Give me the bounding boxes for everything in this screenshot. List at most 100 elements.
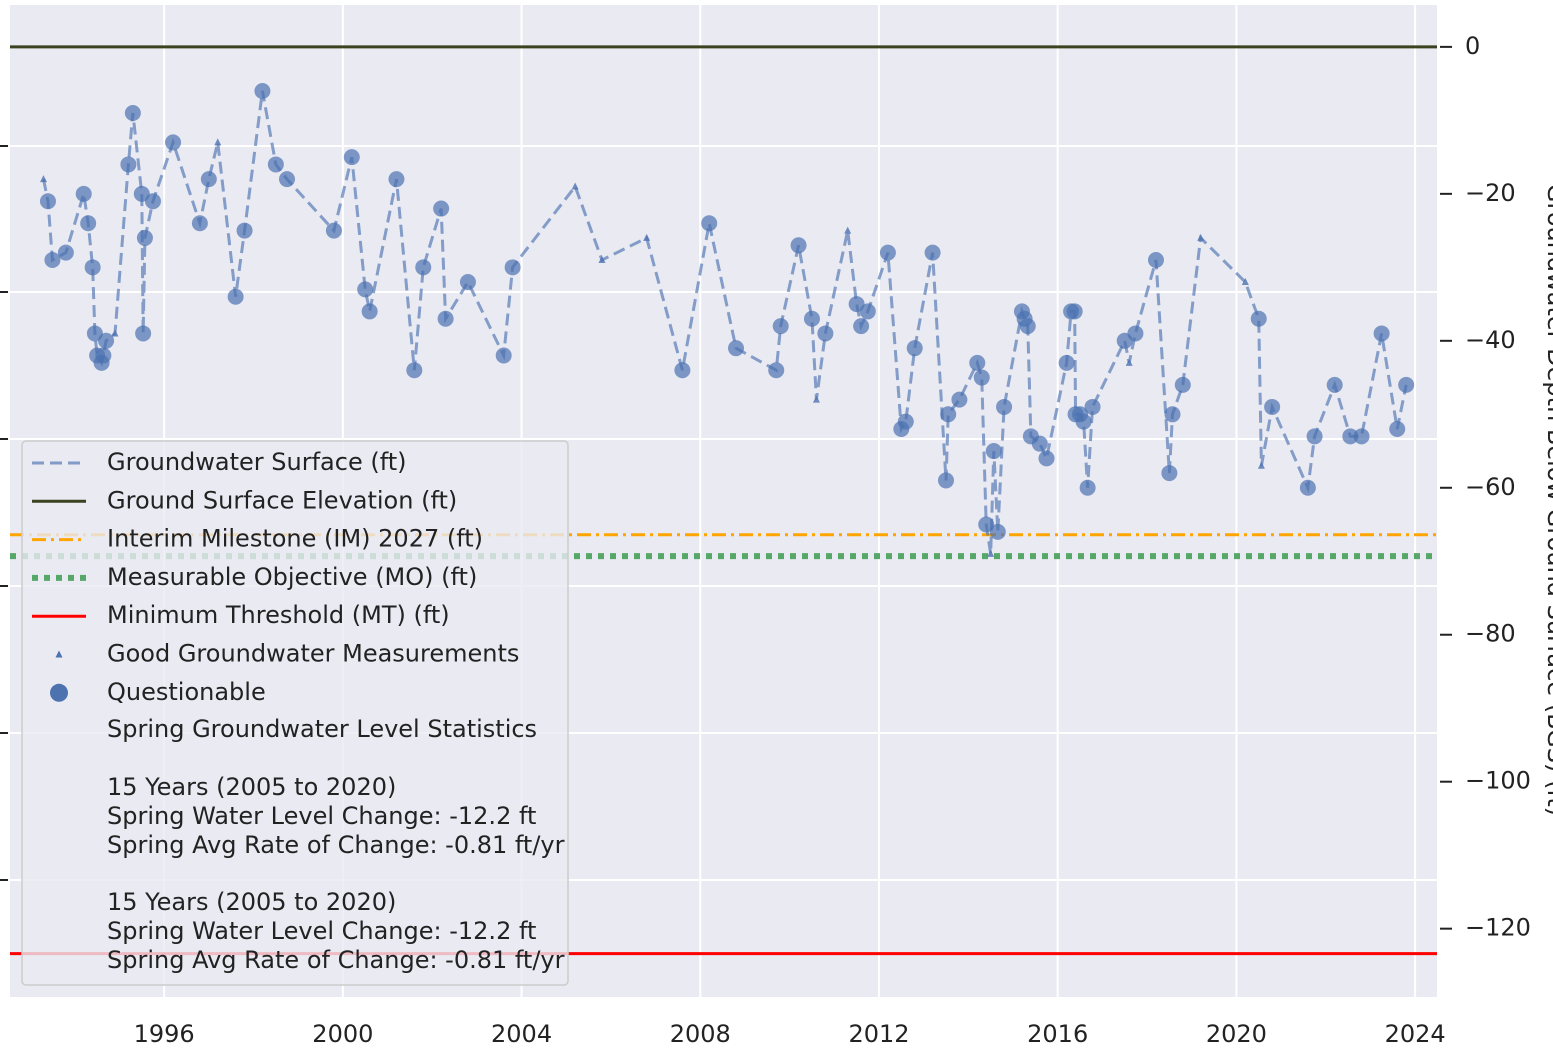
- y-tick-label: −20: [1465, 179, 1516, 207]
- y-tick-label: −60: [1465, 473, 1516, 501]
- questionable-point: [95, 347, 112, 364]
- questionable-point: [200, 171, 217, 188]
- legend-symbol: [55, 650, 63, 658]
- questionable-point: [996, 398, 1013, 415]
- y-axis-label: Groundwater Depth Below Ground Surface (…: [1542, 184, 1553, 816]
- questionable-point: [437, 310, 454, 327]
- legend-note: 15 Years (2005 to 2020): [107, 888, 396, 916]
- questionable-point: [44, 251, 61, 268]
- questionable-point: [191, 215, 208, 232]
- good-measurement: [598, 255, 606, 263]
- questionable-point: [1398, 376, 1415, 393]
- questionable-point: [772, 318, 789, 335]
- questionable-point: [924, 244, 941, 261]
- questionable-point: [1079, 479, 1096, 496]
- questionable-point: [1174, 376, 1191, 393]
- questionable-point: [817, 325, 834, 342]
- good-measurement: [214, 138, 222, 146]
- legend-label: Questionable: [107, 678, 266, 706]
- groundwater-line: [42, 90, 1408, 555]
- questionable-point: [39, 193, 56, 210]
- questionable-point: [57, 244, 74, 261]
- questionable-point: [267, 156, 284, 173]
- questionable-point: [940, 406, 957, 423]
- legend-label: Minimum Threshold (MT) (ft): [107, 601, 450, 629]
- questionable-point: [361, 303, 378, 320]
- questionable-point: [124, 105, 141, 122]
- questionable-point: [1084, 398, 1101, 415]
- questionable-point: [325, 222, 342, 239]
- good-measurement: [1125, 358, 1133, 366]
- y-tick-label: −100: [1465, 767, 1531, 795]
- questionable-point: [1306, 428, 1323, 445]
- questionable-point: [1164, 406, 1181, 423]
- legend-label: Ground Surface Elevation (ft): [107, 486, 457, 514]
- questionable-point: [75, 185, 92, 202]
- y-tick-label: −80: [1465, 620, 1516, 648]
- questionable-point: [969, 354, 986, 371]
- questionable-point: [415, 259, 432, 276]
- questionable-point: [1373, 325, 1390, 342]
- questionable-point: [504, 259, 521, 276]
- questionable-point: [1147, 251, 1164, 268]
- questionable-point: [135, 325, 152, 342]
- good-measurement: [1197, 233, 1205, 241]
- good-measurement: [812, 395, 820, 403]
- good-measurement: [844, 226, 852, 234]
- questionable-point: [1127, 325, 1144, 342]
- questionable-point: [388, 171, 405, 188]
- questionable-point: [1075, 413, 1092, 430]
- questionable-point: [985, 443, 1002, 460]
- questionable-point: [1326, 376, 1343, 393]
- legend-label: Measurable Objective (MO) (ft): [107, 563, 477, 591]
- x-tick-label: 2016: [1027, 1020, 1088, 1048]
- questionable-point: [1299, 479, 1316, 496]
- good-measurement: [1241, 278, 1249, 286]
- questionable-point: [343, 149, 360, 166]
- legend-symbol: [50, 683, 68, 702]
- questionable-point: [768, 362, 785, 379]
- questionable-point: [853, 318, 870, 335]
- questionable-point: [790, 237, 807, 254]
- questionable-point: [1038, 450, 1055, 467]
- questionable-point: [433, 200, 450, 217]
- legend-note: Spring Groundwater Level Statistics: [107, 715, 537, 743]
- questionable-point: [495, 347, 512, 364]
- questionable-point: [1264, 398, 1281, 415]
- legend: Groundwater Surface (ft) Ground Surface E…: [21, 440, 569, 986]
- questionable-point: [406, 362, 423, 379]
- legend-note: 15 Years (2005 to 2020): [107, 773, 396, 801]
- questionable-point: [897, 413, 914, 430]
- y-tick-label: −120: [1465, 914, 1531, 942]
- questionable-point: [1031, 435, 1048, 452]
- questionable-point: [951, 391, 968, 408]
- x-tick-label: 2020: [1206, 1020, 1267, 1048]
- questionable-point: [1389, 420, 1406, 437]
- questionable-point: [84, 259, 101, 276]
- questionable-point: [1342, 428, 1359, 445]
- x-tick-label: 2012: [848, 1020, 909, 1048]
- questionable-point: [357, 281, 374, 298]
- questionable-point: [80, 215, 97, 232]
- questionable-point: [279, 171, 296, 188]
- x-tick-label: 1996: [134, 1020, 195, 1048]
- good-measurement: [40, 175, 48, 183]
- good-measurement: [111, 329, 119, 337]
- questionable-point: [1058, 354, 1075, 371]
- questionable-point: [674, 362, 691, 379]
- questionable-point: [136, 229, 153, 246]
- good-measurement: [1257, 461, 1265, 469]
- questionable-point: [728, 340, 745, 357]
- questionable-point: [859, 303, 876, 320]
- x-tick-label: 2024: [1385, 1020, 1446, 1048]
- good-measurement: [643, 233, 651, 241]
- y-tick-label: −40: [1465, 326, 1516, 354]
- questionable-point: [879, 244, 896, 261]
- questionable-point: [978, 516, 995, 533]
- legend-note: Spring Water Level Change: -12.2 ft: [107, 917, 536, 945]
- legend-note: Spring Avg Rate of Change: -0.81 ft/yr: [107, 946, 565, 974]
- questionable-point: [459, 274, 476, 291]
- questionable-point: [98, 332, 115, 349]
- questionable-point: [227, 288, 244, 305]
